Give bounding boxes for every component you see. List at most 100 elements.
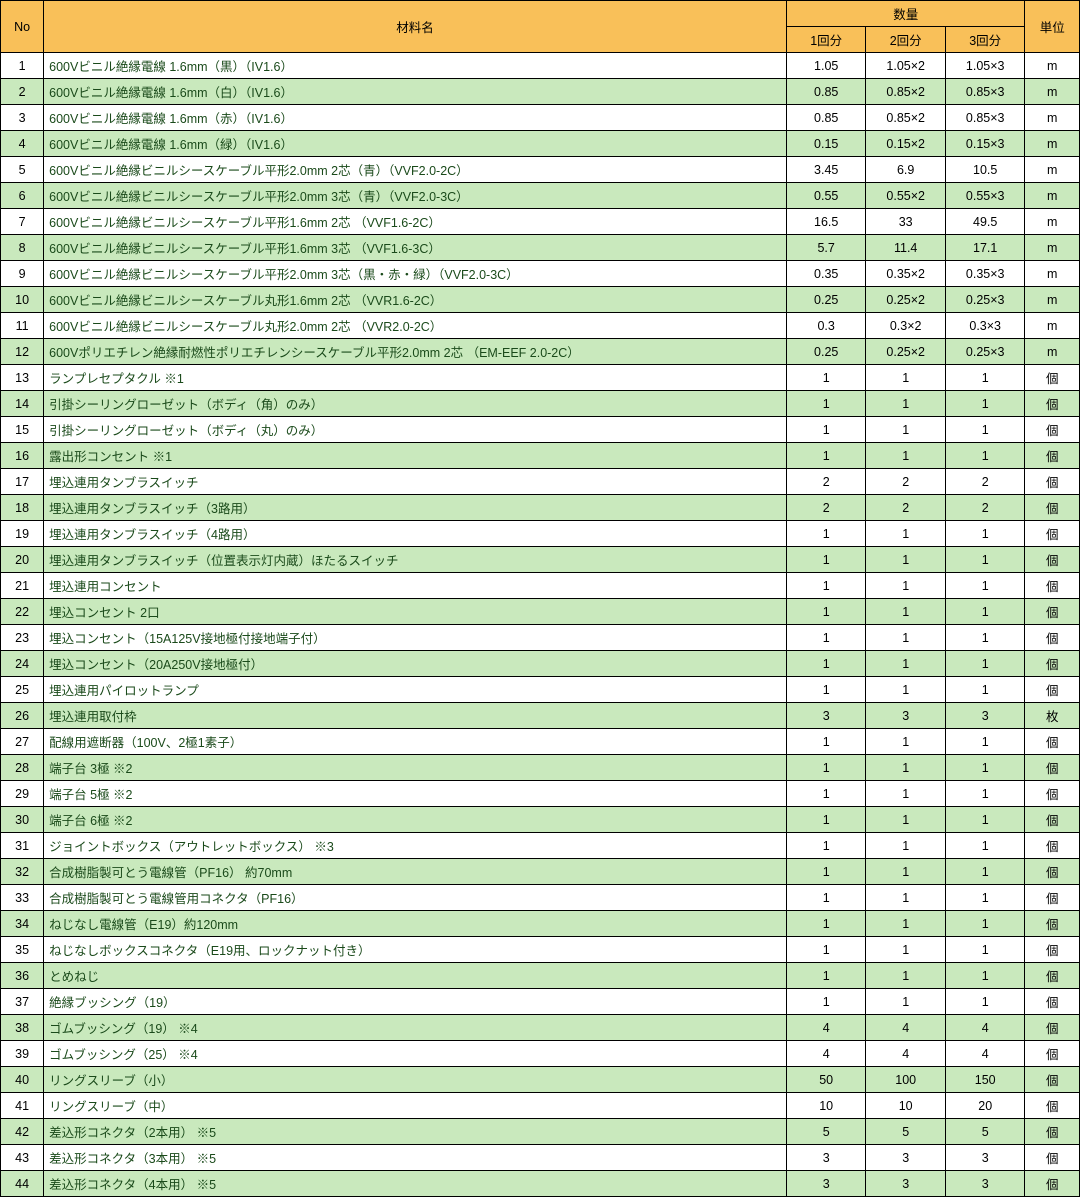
cell-name: 露出形コンセント ※1 [44,443,787,469]
cell-unit: m [1025,235,1080,261]
table-row: 44差込形コネクタ（4本用） ※5333個 [1,1171,1080,1197]
cell-q1: 3 [786,1145,866,1171]
cell-name: 埋込コンセント（20A250V接地極付） [44,651,787,677]
cell-q3: 0.85×3 [945,79,1025,105]
cell-q3: 0.55×3 [945,183,1025,209]
cell-q3: 2 [945,469,1025,495]
table-row: 20埋込連用タンブラスイッチ（位置表示灯内蔵）ほたるスイッチ111個 [1,547,1080,573]
cell-q3: 49.5 [945,209,1025,235]
cell-q2: 4 [866,1041,946,1067]
cell-name: 埋込コンセント 2口 [44,599,787,625]
cell-unit: 個 [1025,807,1080,833]
cell-unit: 個 [1025,547,1080,573]
table-row: 38ゴムブッシング（19） ※4444個 [1,1015,1080,1041]
cell-no: 38 [1,1015,44,1041]
table-row: 22埋込コンセント 2口111個 [1,599,1080,625]
cell-q1: 16.5 [786,209,866,235]
cell-q3: 1 [945,755,1025,781]
cell-unit: m [1025,79,1080,105]
cell-q2: 1 [866,417,946,443]
cell-q2: 0.35×2 [866,261,946,287]
cell-q3: 0.3×3 [945,313,1025,339]
cell-unit: 個 [1025,521,1080,547]
cell-name: 600Vビニル絶縁電線 1.6mm（赤）（IV1.6） [44,105,787,131]
cell-q3: 10.5 [945,157,1025,183]
cell-unit: 個 [1025,885,1080,911]
cell-no: 25 [1,677,44,703]
table-row: 25埋込連用パイロットランプ111個 [1,677,1080,703]
cell-q1: 1 [786,885,866,911]
cell-q1: 1.05 [786,53,866,79]
cell-q3: 1 [945,911,1025,937]
cell-q1: 2 [786,495,866,521]
cell-q1: 1 [786,651,866,677]
cell-no: 17 [1,469,44,495]
cell-q1: 0.25 [786,339,866,365]
table-row: 10600Vビニル絶縁ビニルシースケーブル丸形1.6mm 2芯 （VVR1.6-… [1,287,1080,313]
cell-q1: 1 [786,937,866,963]
table-row: 24埋込コンセント（20A250V接地極付）111個 [1,651,1080,677]
cell-q2: 0.25×2 [866,287,946,313]
table-row: 3600Vビニル絶縁電線 1.6mm（赤）（IV1.6）0.850.85×20.… [1,105,1080,131]
cell-name: 端子台 6極 ※2 [44,807,787,833]
cell-q2: 1 [866,547,946,573]
cell-q1: 0.3 [786,313,866,339]
cell-q3: 2 [945,495,1025,521]
table-row: 14引掛シーリングローゼット（ボディ（角）のみ）111個 [1,391,1080,417]
cell-name: とめねじ [44,963,787,989]
cell-q1: 3 [786,1171,866,1197]
cell-q2: 1 [866,755,946,781]
cell-unit: 個 [1025,1041,1080,1067]
cell-name: 600Vビニル絶縁ビニルシースケーブル平形1.6mm 3芯 （VVF1.6-3C… [44,235,787,261]
cell-q2: 0.3×2 [866,313,946,339]
table-row: 21埋込連用コンセント111個 [1,573,1080,599]
cell-q2: 0.55×2 [866,183,946,209]
cell-q3: 1 [945,521,1025,547]
table-row: 28端子台 3極 ※2111個 [1,755,1080,781]
cell-q1: 1 [786,547,866,573]
cell-q3: 0.25×3 [945,287,1025,313]
table-row: 13ランプレセプタクル ※1111個 [1,365,1080,391]
cell-q2: 11.4 [866,235,946,261]
cell-name: 絶縁ブッシング（19） [44,989,787,1015]
cell-q2: 1 [866,833,946,859]
cell-q3: 3 [945,1171,1025,1197]
cell-q3: 4 [945,1015,1025,1041]
cell-q1: 1 [786,599,866,625]
cell-q2: 1 [866,443,946,469]
cell-name: 600Vビニル絶縁ビニルシースケーブル丸形1.6mm 2芯 （VVR1.6-2C… [44,287,787,313]
cell-q1: 1 [786,443,866,469]
cell-q1: 1 [786,521,866,547]
table-row: 27配線用遮断器（100V、2極1素子）111個 [1,729,1080,755]
cell-name: 埋込連用パイロットランプ [44,677,787,703]
table-row: 7600Vビニル絶縁ビニルシースケーブル平形1.6mm 2芯 （VVF1.6-2… [1,209,1080,235]
cell-unit: 個 [1025,937,1080,963]
cell-no: 28 [1,755,44,781]
cell-q1: 2 [786,469,866,495]
cell-unit: 個 [1025,651,1080,677]
cell-no: 27 [1,729,44,755]
cell-name: 合成樹脂製可とう電線管用コネクタ（PF16） [44,885,787,911]
cell-name: 配線用遮断器（100V、2極1素子） [44,729,787,755]
cell-name: 合成樹脂製可とう電線管（PF16） 約70mm [44,859,787,885]
cell-name: 差込形コネクタ（3本用） ※5 [44,1145,787,1171]
cell-q3: 0.85×3 [945,105,1025,131]
cell-no: 3 [1,105,44,131]
cell-name: 埋込連用タンブラスイッチ [44,469,787,495]
table-row: 12600Vポリエチレン絶縁耐燃性ポリエチレンシースケーブル平形2.0mm 2芯… [1,339,1080,365]
cell-no: 20 [1,547,44,573]
cell-unit: 個 [1025,859,1080,885]
cell-q2: 0.85×2 [866,105,946,131]
cell-unit: 個 [1025,677,1080,703]
cell-unit: m [1025,157,1080,183]
cell-no: 12 [1,339,44,365]
cell-q1: 5 [786,1119,866,1145]
cell-name: ジョイントボックス（アウトレットボックス） ※3 [44,833,787,859]
cell-q2: 0.85×2 [866,79,946,105]
cell-q1: 1 [786,365,866,391]
cell-no: 30 [1,807,44,833]
table-row: 6600Vビニル絶縁ビニルシースケーブル平形2.0mm 3芯（青）（VVF2.0… [1,183,1080,209]
table-row: 5600Vビニル絶縁ビニルシースケーブル平形2.0mm 2芯（青）（VVF2.0… [1,157,1080,183]
table-row: 17埋込連用タンブラスイッチ222個 [1,469,1080,495]
header-q3: 3回分 [945,27,1025,53]
